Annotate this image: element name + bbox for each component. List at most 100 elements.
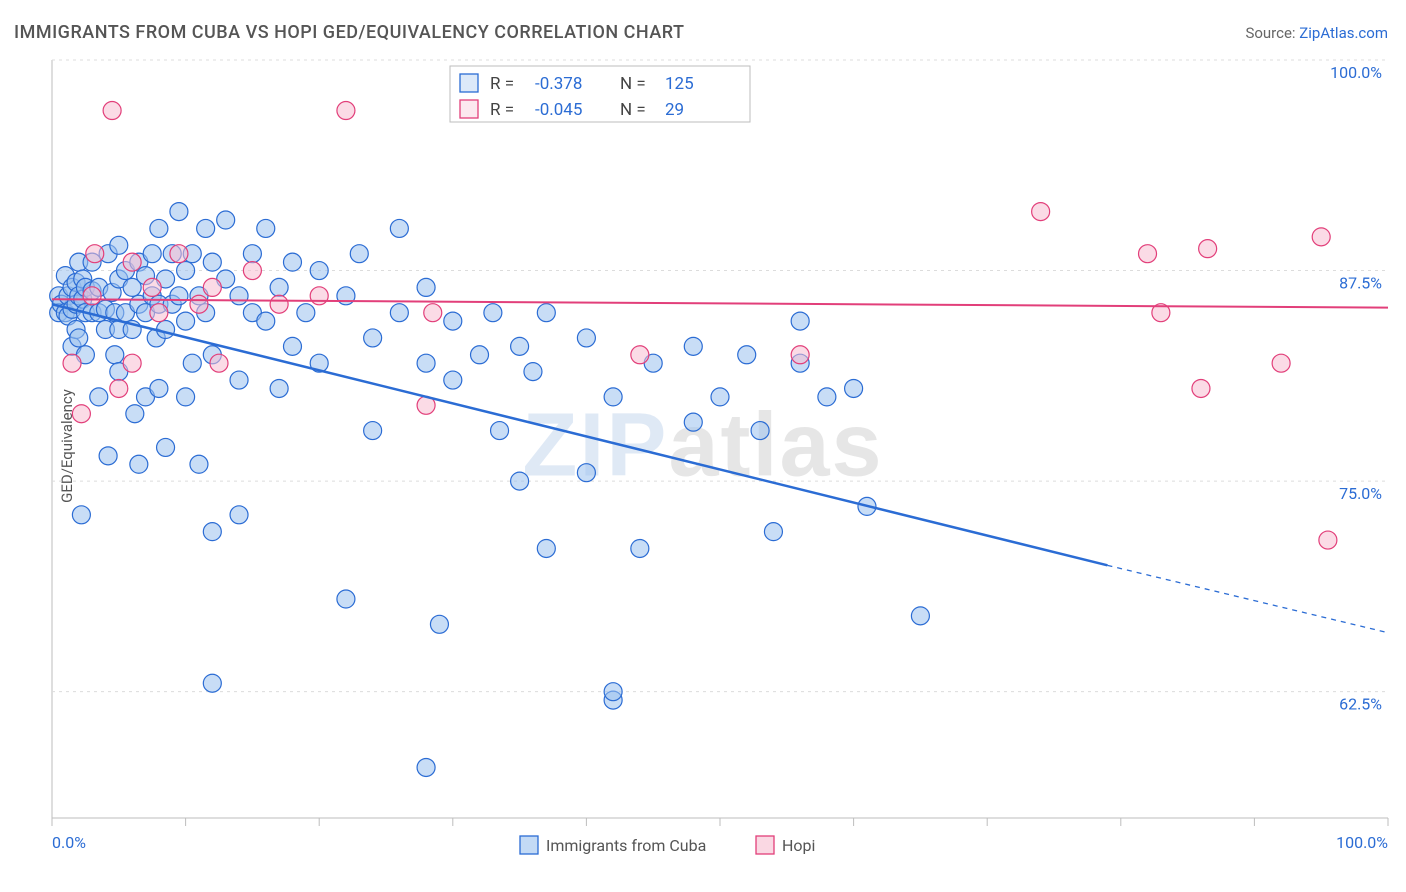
data-point-series-1 (72, 405, 90, 423)
data-point-series-0 (337, 287, 355, 305)
data-point-series-0 (537, 304, 555, 322)
data-point-series-0 (577, 329, 595, 347)
data-point-series-0 (631, 539, 649, 557)
y-tick-label: 100.0% (1330, 63, 1382, 82)
data-point-series-0 (72, 506, 90, 524)
y-tick-label: 62.5% (1339, 695, 1382, 714)
data-point-series-0 (845, 379, 863, 397)
data-point-series-0 (203, 674, 221, 692)
data-point-series-0 (350, 245, 368, 263)
data-point-series-0 (471, 346, 489, 364)
data-point-series-0 (177, 262, 195, 280)
data-point-series-1 (1312, 228, 1330, 246)
data-point-series-0 (177, 312, 195, 330)
data-point-series-0 (190, 455, 208, 473)
data-point-series-1 (791, 346, 809, 364)
data-point-series-0 (764, 523, 782, 541)
data-point-series-1 (63, 354, 81, 372)
data-point-series-0 (364, 422, 382, 440)
stats-r-value: -0.045 (535, 100, 582, 120)
data-point-series-0 (577, 464, 595, 482)
data-point-series-1 (210, 354, 228, 372)
data-point-series-1 (1199, 240, 1217, 258)
data-point-series-0 (70, 329, 88, 347)
data-point-series-1 (103, 102, 121, 120)
data-point-series-0 (417, 354, 435, 372)
stats-swatch (460, 74, 478, 92)
data-point-series-0 (270, 379, 288, 397)
data-point-series-0 (684, 337, 702, 355)
data-point-series-0 (243, 245, 261, 263)
data-point-series-1 (190, 295, 208, 313)
data-point-series-1 (631, 346, 649, 364)
data-point-series-1 (270, 295, 288, 313)
data-point-series-1 (143, 278, 161, 296)
data-point-series-0 (183, 354, 201, 372)
data-point-series-0 (390, 219, 408, 237)
stats-n-value: 125 (665, 74, 694, 94)
data-point-series-0 (417, 758, 435, 776)
stats-n-label: N = (620, 74, 646, 94)
data-point-series-1 (83, 287, 101, 305)
data-point-series-0 (430, 615, 448, 633)
legend-swatch (756, 836, 774, 854)
data-point-series-1 (310, 287, 328, 305)
data-point-series-0 (283, 253, 301, 271)
stats-r-value: -0.378 (535, 74, 582, 94)
data-point-series-0 (230, 371, 248, 389)
data-point-series-0 (297, 304, 315, 322)
stats-swatch (460, 100, 478, 118)
data-point-series-1 (203, 278, 221, 296)
data-point-series-1 (170, 245, 188, 263)
data-point-series-0 (337, 590, 355, 608)
data-point-series-1 (1272, 354, 1290, 372)
data-point-series-0 (170, 287, 188, 305)
data-point-series-0 (751, 422, 769, 440)
data-point-series-1 (1139, 245, 1157, 263)
data-point-series-1 (1192, 379, 1210, 397)
y-tick-label: 75.0% (1339, 484, 1382, 503)
data-point-series-0 (390, 304, 408, 322)
stats-r-label: R = (490, 100, 514, 120)
data-point-series-0 (444, 371, 462, 389)
x-tick-label: 100.0% (1336, 833, 1388, 852)
legend-swatch (520, 836, 538, 854)
x-tick-label: 0.0% (52, 833, 86, 852)
data-point-series-0 (230, 506, 248, 524)
data-point-series-0 (604, 388, 622, 406)
data-point-series-0 (90, 388, 108, 406)
data-point-series-0 (106, 346, 124, 364)
data-point-series-0 (604, 683, 622, 701)
data-point-series-0 (257, 312, 275, 330)
data-point-series-0 (99, 447, 117, 465)
data-point-series-1 (86, 245, 104, 263)
data-point-series-0 (150, 219, 168, 237)
data-point-series-0 (491, 422, 509, 440)
data-point-series-0 (684, 413, 702, 431)
data-point-series-0 (150, 379, 168, 397)
data-point-series-0 (143, 245, 161, 263)
data-point-series-0 (230, 287, 248, 305)
y-tick-label: 87.5% (1339, 274, 1382, 293)
data-point-series-0 (177, 388, 195, 406)
data-point-series-0 (911, 607, 929, 625)
data-point-series-0 (217, 211, 235, 229)
data-point-series-0 (110, 236, 128, 254)
data-point-series-0 (170, 203, 188, 221)
data-point-series-0 (484, 304, 502, 322)
stats-n-value: 29 (665, 100, 684, 120)
data-point-series-1 (424, 304, 442, 322)
data-point-series-0 (283, 337, 301, 355)
stats-n-label: N = (620, 100, 646, 120)
data-point-series-0 (511, 472, 529, 490)
stats-r-label: R = (490, 74, 514, 94)
data-point-series-0 (524, 363, 542, 381)
data-point-series-0 (126, 405, 144, 423)
data-point-series-0 (130, 455, 148, 473)
data-point-series-0 (711, 388, 729, 406)
data-point-series-0 (791, 312, 809, 330)
data-point-series-0 (203, 253, 221, 271)
data-point-series-0 (157, 438, 175, 456)
data-point-series-1 (1032, 203, 1050, 221)
data-point-series-0 (310, 262, 328, 280)
